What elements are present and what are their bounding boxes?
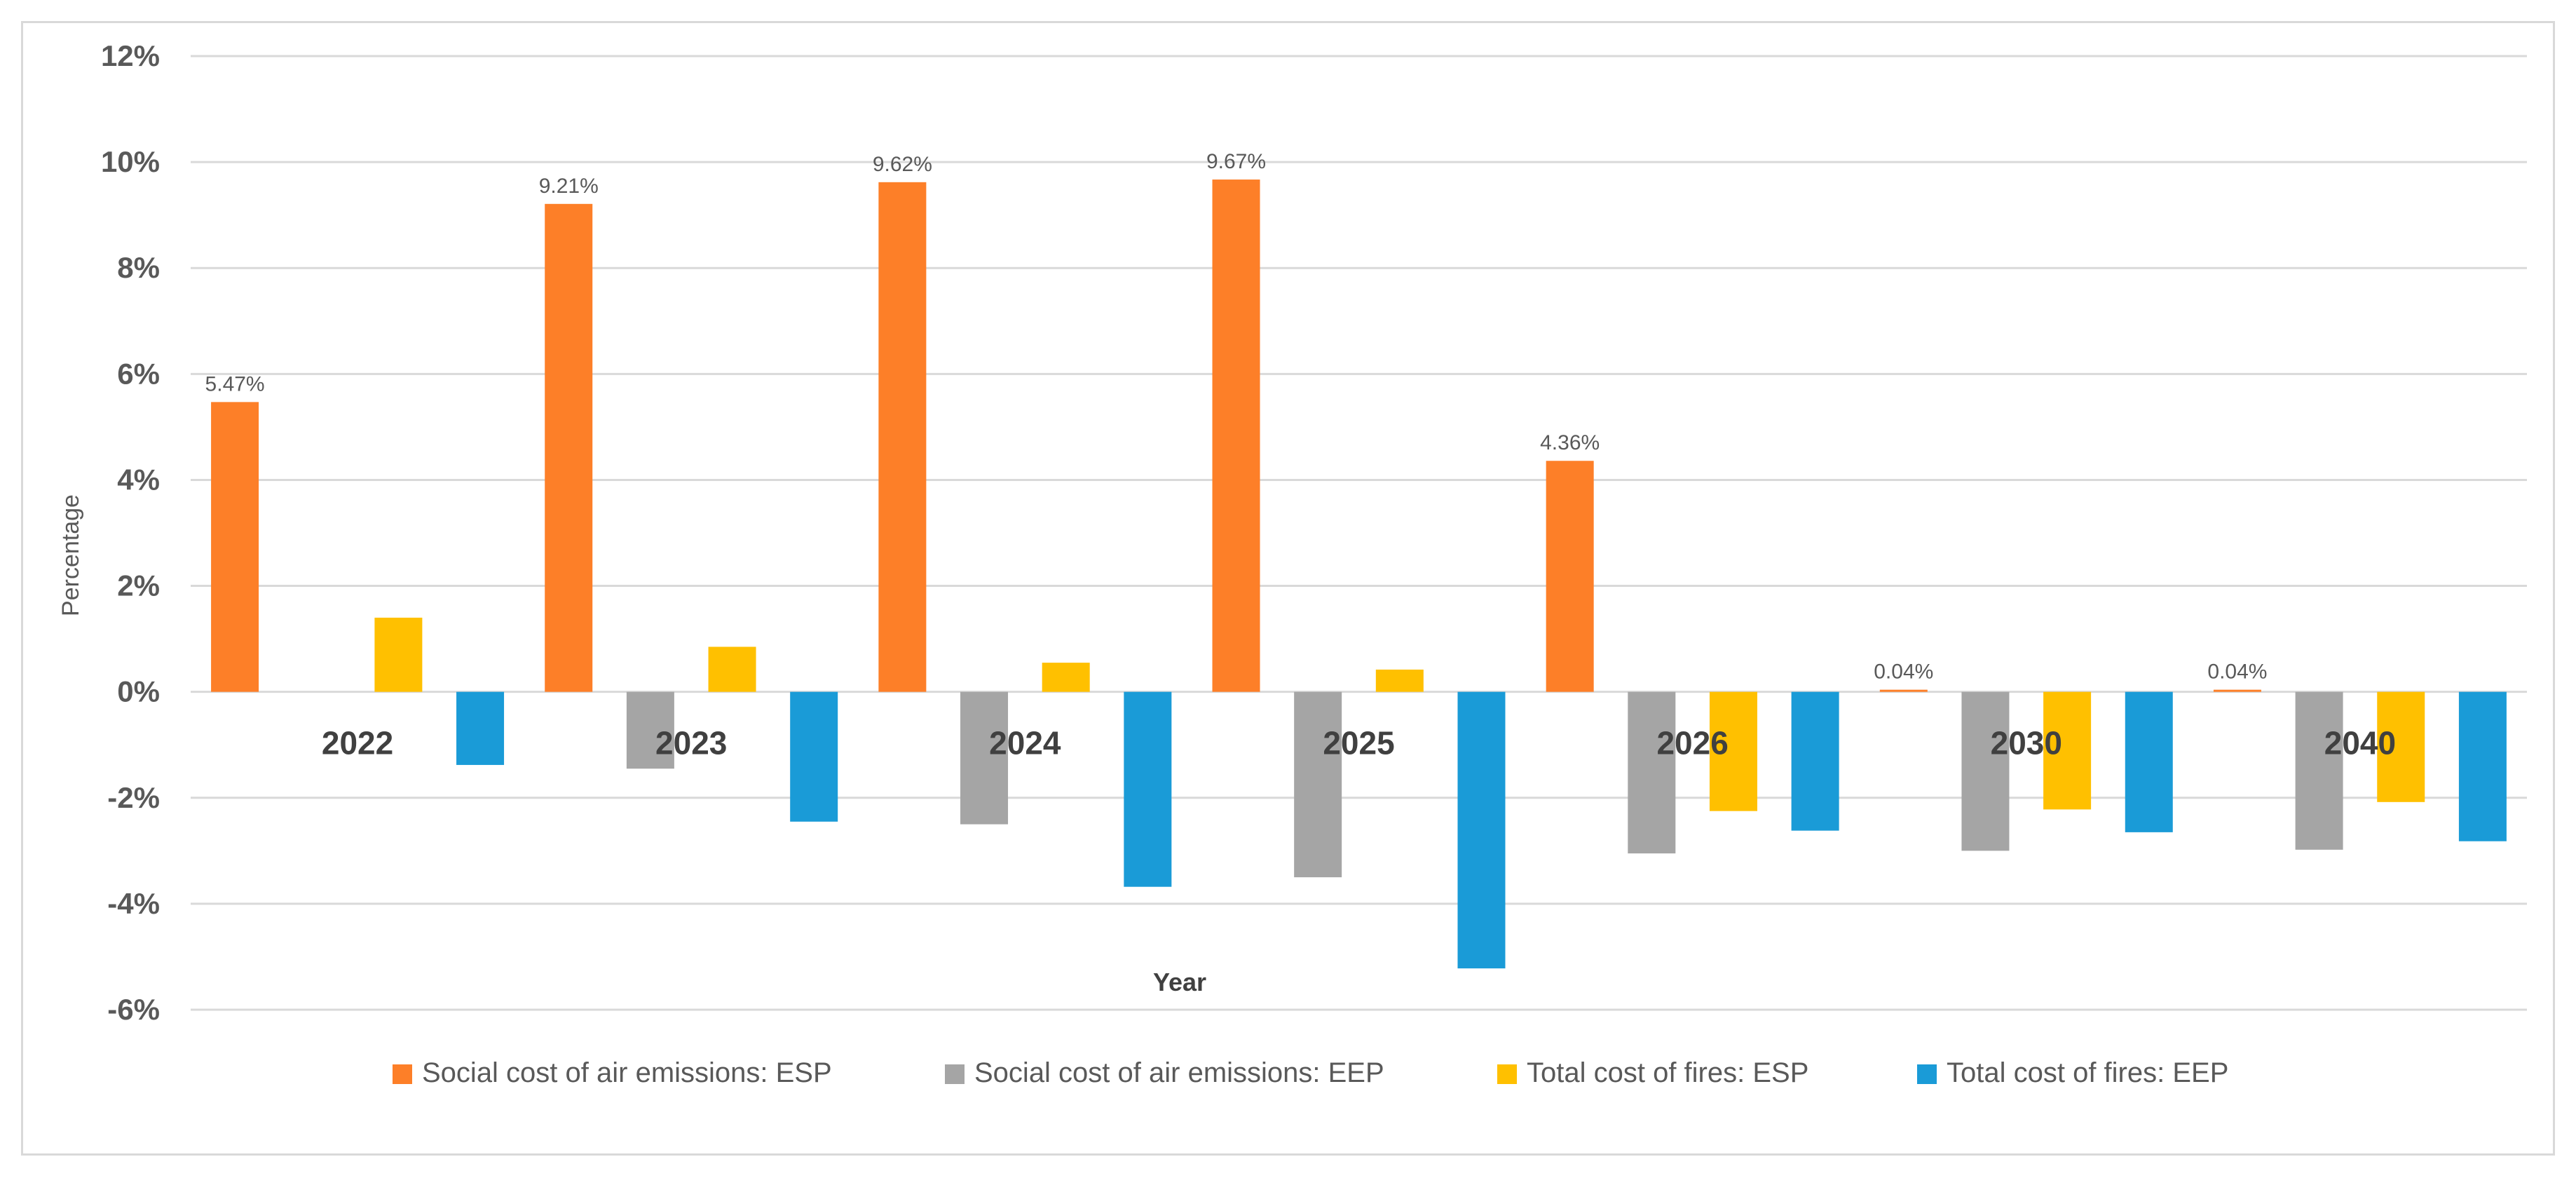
bar-social-cost-of-air-emissions-eep-2030: [1961, 691, 2010, 851]
data-label: 9.67%: [1206, 150, 1266, 173]
x-category-label: 2024: [989, 725, 1061, 761]
y-axis-title: Percentage: [57, 494, 84, 616]
x-category-label: 2022: [322, 725, 393, 761]
legend-label: Social cost of air emissions: ESP: [422, 1057, 832, 1088]
data-label: 9.21%: [539, 175, 599, 198]
legend-label: Total cost of fires: ESP: [1527, 1057, 1808, 1088]
bar-total-cost-of-fires-eep-2026: [1791, 691, 1839, 831]
legend-swatch: [1917, 1064, 1937, 1084]
bar-social-cost-of-air-emissions-esp-2025: [1212, 180, 1260, 692]
y-tick-label: 10%: [101, 145, 160, 178]
chart-frame: [21, 21, 2555, 1156]
y-tick-label: 6%: [117, 357, 160, 390]
bar-total-cost-of-fires-esp-2024: [1042, 663, 1090, 692]
data-label: 9.62%: [873, 153, 932, 176]
bar-total-cost-of-fires-eep-2022: [456, 691, 505, 765]
data-label: 0.04%: [2207, 661, 2267, 684]
data-labels: 5.47% 9.21% 9.62% 9.67% 4.36% 0.04% 0.04%: [205, 150, 2268, 684]
category-labels: 2022 2023 2024 2025 2026 2030 2040: [322, 725, 2396, 761]
x-category-label: 2023: [655, 725, 727, 761]
bar-total-cost-of-fires-esp-2025: [1375, 669, 1424, 692]
bar-total-cost-of-fires-esp-2023: [708, 646, 756, 692]
bar-total-cost-of-fires-eep-2023: [790, 691, 838, 822]
bar-social-cost-of-air-emissions-esp-2024: [878, 182, 927, 692]
bar-total-cost-of-fires-eep-2025: [1457, 691, 1506, 969]
gridlines: [191, 55, 2527, 1011]
legend: Social cost of air emissions: ESP Social …: [393, 1057, 2228, 1088]
y-tick-label: 12%: [101, 39, 160, 72]
y-tick-label: 2%: [117, 569, 160, 602]
bar-social-cost-of-air-emissions-eep-2024: [960, 691, 1009, 825]
bar-social-cost-of-air-emissions-esp-2022: [211, 402, 259, 692]
legend-swatch: [945, 1064, 965, 1084]
legend-label: Total cost of fires: EEP: [1947, 1057, 2228, 1088]
bar-social-cost-of-air-emissions-eep-2025: [1294, 691, 1342, 878]
bar-social-cost-of-air-emissions-esp-2023: [545, 203, 593, 692]
x-category-label: 2040: [2324, 725, 2396, 761]
bar-total-cost-of-fires-esp-2030: [2043, 691, 2092, 810]
x-category-label: 2026: [1656, 725, 1728, 761]
bar-social-cost-of-air-emissions-eep-2040: [2295, 691, 2343, 850]
bars: [211, 180, 2507, 969]
bar-total-cost-of-fires-esp-2022: [374, 617, 423, 692]
legend-swatch: [393, 1064, 412, 1084]
bar-social-cost-of-air-emissions-eep-2023: [626, 691, 674, 769]
legend-swatch: [1497, 1064, 1517, 1084]
x-category-label: 2030: [1991, 725, 2062, 761]
bar-total-cost-of-fires-esp-2026: [1709, 691, 1757, 811]
y-tick-label: 0%: [117, 675, 160, 708]
legend-label: Social cost of air emissions: EEP: [974, 1057, 1384, 1088]
bar-social-cost-of-air-emissions-esp-2040: [2213, 689, 2261, 692]
y-tick-label: -4%: [107, 887, 160, 920]
bar-social-cost-of-air-emissions-esp-2026: [1546, 461, 1594, 692]
bar-total-cost-of-fires-eep-2040: [2458, 691, 2507, 841]
bar-social-cost-of-air-emissions-esp-2030: [1879, 689, 1928, 692]
x-category-label: 2025: [1323, 725, 1394, 761]
y-axis-ticks: 12% 10% 8% 6% 4% 2% 0% -2% -4% -6%: [101, 39, 160, 1026]
x-axis-title: Year: [1153, 968, 1206, 996]
y-tick-label: -2%: [107, 781, 160, 814]
data-label: 4.36%: [1540, 431, 1600, 454]
y-tick-label: 8%: [117, 251, 160, 284]
data-label: 5.47%: [205, 372, 265, 395]
bar-total-cost-of-fires-eep-2030: [2125, 691, 2173, 832]
y-tick-label: -6%: [107, 993, 160, 1026]
data-label: 0.04%: [1874, 661, 1933, 684]
y-tick-label: 4%: [117, 463, 160, 496]
bar-social-cost-of-air-emissions-eep-2026: [1628, 691, 1676, 854]
bar-total-cost-of-fires-eep-2024: [1124, 691, 1172, 887]
bar-total-cost-of-fires-esp-2040: [2377, 691, 2425, 802]
